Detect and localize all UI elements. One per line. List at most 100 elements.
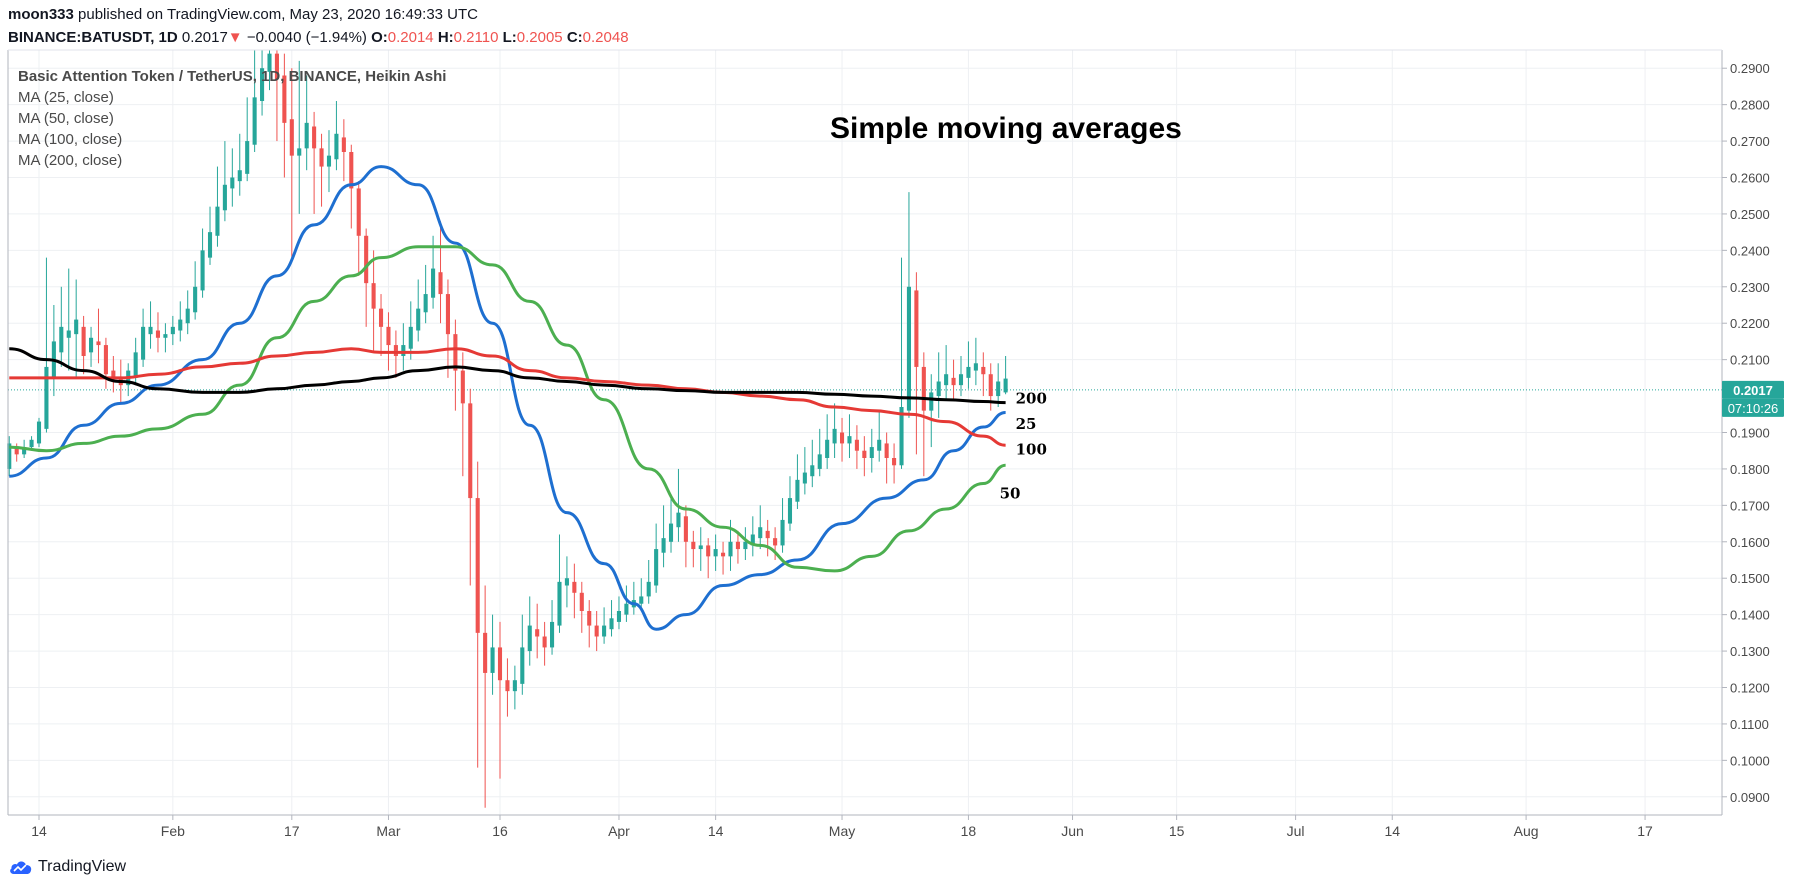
candle-body (899, 407, 904, 466)
candle-body (163, 334, 168, 338)
price-tick-label: 0.2900 (1730, 61, 1770, 76)
candle-body (29, 439, 34, 448)
chart-grid (8, 50, 1722, 815)
tradingview-footer[interactable]: TradingView (8, 858, 126, 876)
price-tick-label: 0.2700 (1730, 134, 1770, 149)
candle-down (312, 111, 317, 214)
candle-body (676, 512, 681, 528)
open-label: O: (371, 29, 388, 46)
candle-body (7, 443, 12, 469)
candle-body (958, 374, 964, 386)
candle-body (267, 53, 272, 72)
price-tick-label: 0.1900 (1730, 426, 1770, 441)
candle-up (564, 556, 569, 608)
price-badges: 0.2017 07:10:26 (1722, 380, 1784, 417)
candle-up (490, 614, 495, 695)
candle-body (89, 337, 94, 353)
candle-body (639, 596, 644, 604)
candle-up (639, 578, 644, 611)
candle-down (884, 432, 889, 484)
candle-up (423, 264, 428, 324)
price-tick-label: 0.1600 (1730, 535, 1770, 550)
candle-body (616, 611, 622, 622)
candle-body (66, 330, 71, 338)
candle-body (431, 268, 436, 298)
candle-body (297, 148, 302, 156)
legend-series-title[interactable]: Basic Attention Token / TetherUS, 1D, BI… (18, 68, 447, 85)
legend-ma50[interactable]: MA (50, close) (18, 110, 114, 127)
last-price: 0.2017 (181, 29, 228, 46)
candle-body (111, 370, 116, 378)
legend-ma200[interactable]: MA (200, close) (18, 152, 123, 169)
candle-body (795, 479, 800, 502)
candle-body (765, 530, 770, 539)
candle-body (892, 458, 897, 466)
candle-body (735, 541, 740, 550)
candle-body (981, 366, 986, 375)
candle-body (512, 680, 517, 692)
candle-up (557, 534, 562, 633)
candle-body (654, 549, 659, 586)
candle-body (14, 447, 19, 455)
candle-up (297, 60, 302, 214)
time-tick-label: Mar (376, 823, 400, 839)
candle-down (981, 352, 986, 397)
candle-down (386, 312, 391, 371)
candle-up (929, 374, 934, 448)
candle-body (96, 341, 101, 346)
candle-body (274, 53, 279, 80)
candle-body (832, 428, 837, 444)
candle-down (706, 538, 711, 579)
candle-body (230, 177, 235, 189)
candles (7, 50, 1008, 808)
tradingview-brand: TradingView (38, 858, 127, 875)
candle-body (802, 472, 807, 484)
price-tick-label: 0.1200 (1730, 681, 1770, 696)
candle-body (921, 366, 926, 411)
candle-down (587, 600, 592, 648)
candle-body (721, 552, 726, 557)
candle-body (468, 403, 473, 499)
candle-body (668, 523, 674, 542)
candle-body (371, 283, 376, 309)
candle-up (966, 341, 971, 389)
candle-down (438, 221, 443, 324)
candle-down (683, 505, 688, 568)
candle-down (497, 621, 503, 779)
ma-label-25: 25 (1016, 415, 1037, 433)
price-tick-label: 0.1400 (1730, 608, 1770, 623)
legend-ma25[interactable]: MA (25, close) (18, 89, 114, 106)
price-tick-label: 0.2600 (1730, 171, 1770, 186)
candle-body (416, 308, 421, 331)
candle-down (282, 53, 287, 178)
candle-up (66, 268, 71, 371)
candle-body (914, 290, 919, 367)
candle-body (579, 592, 584, 611)
candle-body (408, 326, 413, 349)
time-tick-label: 17 (284, 823, 300, 839)
candle-body (587, 611, 592, 626)
candle-up (668, 494, 674, 553)
candle-body (810, 465, 815, 477)
candle-body (817, 454, 822, 469)
close-label: C: (566, 29, 583, 46)
candle-body (438, 272, 443, 295)
price-axis[interactable]: 0.0900 0.1000 0.1100 0.1200 0.1300 0.1400 0.15… (1722, 61, 1770, 805)
candle-body (951, 377, 956, 386)
time-axis[interactable]: 14 Feb 17 Mar 16 Apr 14 May 18 Jun 15 Jul 14 Aug 17 (31, 815, 1653, 839)
candle-down (155, 312, 161, 353)
candle-body (453, 334, 458, 371)
candle-body (825, 439, 830, 458)
author-name[interactable]: moon333 (8, 6, 74, 23)
candle-up (780, 498, 785, 553)
candle-up (222, 141, 227, 222)
candle-up (163, 323, 168, 353)
candle-up (944, 345, 949, 400)
candle-up (646, 560, 651, 604)
candle-down (364, 228, 369, 327)
candle-up (89, 326, 94, 367)
legend-ma100[interactable]: MA (100, close) (18, 131, 123, 148)
candle-body (698, 545, 703, 550)
candle-up (334, 101, 339, 171)
